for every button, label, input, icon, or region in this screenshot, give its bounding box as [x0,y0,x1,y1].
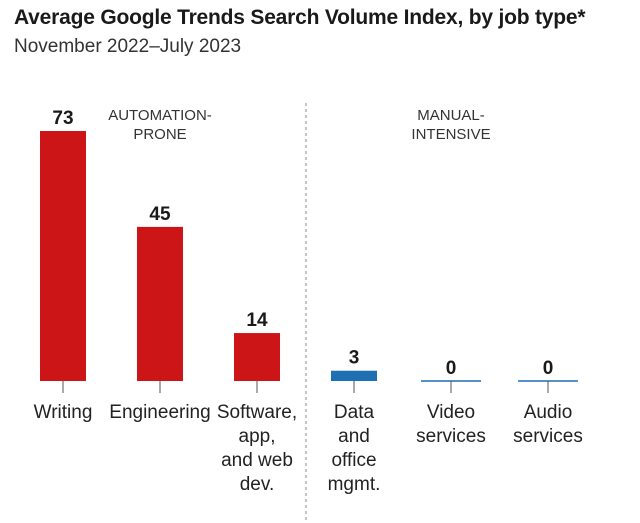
category-label-line: Audio [524,402,573,423]
chart-title: Average Google Trends Search Volume Inde… [14,6,586,29]
data-label: 0 [446,358,457,379]
group-label-line: INTENSIVE [411,126,490,143]
bar [137,226,183,381]
category-label: Writing [34,402,93,423]
group-label-line: MANUAL- [417,107,485,124]
category-label: Data and office mgmt. [328,402,381,495]
category-label-line: services [513,426,583,447]
bar [331,370,377,381]
bar [40,131,86,381]
data-label: 0 [543,358,554,379]
data-label: 73 [52,108,73,129]
category-label-line: services [416,426,486,447]
chart-subtitle: November 2022–July 2023 [14,36,242,57]
group-label-line: PRONE [133,126,186,143]
data-label: 3 [349,348,360,369]
category-label-line: dev. [240,474,275,495]
category-label-line: Video [427,402,475,423]
group-label-line: AUTOMATION- [108,107,212,124]
category-label-line: Engineering [109,402,210,423]
category-label-line: app, [239,426,276,447]
category-label: Engineering [109,402,210,423]
category-label-line: and web [221,450,293,471]
data-label: 14 [246,310,268,331]
category-label-line: office [331,450,376,471]
bar [234,333,280,381]
category-label-line: mgmt. [328,474,381,495]
group-label: AUTOMATION- PRONE [108,107,212,143]
category-label-line: Writing [34,402,93,423]
category-label: Audio services [513,402,583,447]
category-label-line: Data [334,402,375,423]
category-label-line: and [338,426,370,447]
category-label: Video services [416,402,486,447]
group-label: MANUAL- INTENSIVE [411,107,490,143]
data-label: 45 [149,204,171,225]
category-label-line: Software, [217,402,297,423]
category-label: Software, app, and web dev. [217,402,297,495]
